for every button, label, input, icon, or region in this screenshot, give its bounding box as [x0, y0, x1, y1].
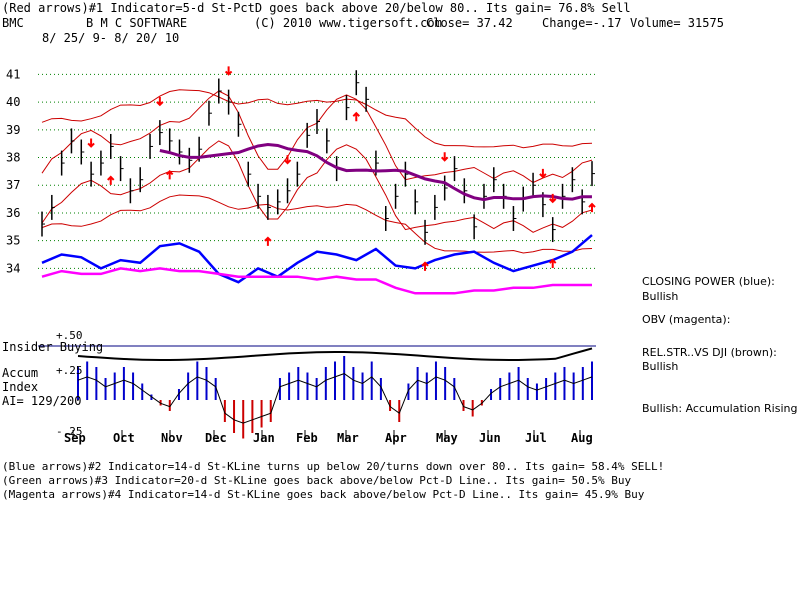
price-tick-labels: 41 40 39 38 37 36 35 34 [6, 67, 20, 275]
insider-buying-label: Insider Buying [2, 340, 104, 354]
rel-str-label: REL.STR..VS DJI (brown): [642, 346, 777, 359]
price-tick-37: 37 [6, 178, 20, 192]
red-down-arrow [539, 168, 547, 179]
red-up-arrow [107, 175, 115, 185]
red-up-arrow [588, 202, 596, 213]
month-label-oct: Oct [113, 431, 135, 445]
month-label-nov: Nov [161, 431, 183, 445]
copyright-site: (C) 2010 www.tigersoft.com [254, 16, 442, 30]
red-down-arrow [440, 152, 449, 162]
lower-band [41, 194, 593, 254]
upper-band [41, 89, 593, 149]
ticker: BMC [2, 16, 24, 30]
moving-average [159, 142, 592, 202]
closing-power-line [41, 234, 593, 284]
red-up-arrow [264, 236, 272, 246]
red-up-arrow [352, 111, 360, 122]
month-label-aug: Aug [571, 431, 593, 445]
plus25-label: +.25 [56, 364, 83, 377]
red-down-arrow [283, 155, 292, 165]
month-label-jun: Jun [479, 431, 501, 445]
red-down-arrow [156, 96, 164, 107]
obv-line [41, 267, 592, 295]
accum-ma-line [77, 373, 593, 424]
price-tick-35: 35 [6, 234, 20, 248]
red-up-arrow [549, 258, 557, 269]
rel-str-state: Bullish [642, 360, 679, 373]
red-down-arrow [549, 193, 557, 204]
accum-state: Bullish: Accumulation Rising [642, 402, 798, 415]
header-line: BMC B M C SOFTWARE (C) 2010 www.tigersof… [2, 16, 642, 30]
magenta-arrows-legend: (Magenta arrows)#4 Indicator=14-d St-KLi… [2, 488, 645, 501]
red-down-arrow [224, 66, 233, 76]
month-label-mar: Mar [337, 431, 359, 445]
red-down-arrow [87, 138, 95, 148]
ai-value: AI= 129/200 [2, 394, 82, 408]
red-arrows-legend: (Red arrows)#1 Indicator=5-d St-PctD goe… [2, 1, 631, 15]
volume-value: Volume= 31575 [630, 16, 724, 30]
month-label-jul: Jul [525, 431, 547, 445]
red-up-arrow [165, 169, 174, 180]
month-label-dec: Dec [205, 431, 227, 445]
close-value: Close= 37.42 [426, 16, 513, 30]
price-tick-36: 36 [6, 206, 20, 220]
signal-arrows [87, 66, 596, 271]
accum-label: Accum [2, 366, 39, 380]
obv-label: OBV (magenta): [642, 313, 731, 326]
inner-lower-band [41, 140, 593, 233]
price-tick-38: 38 [6, 151, 20, 165]
minus25-label: -.25 [56, 425, 83, 438]
price-tick-40: 40 [6, 95, 20, 109]
month-label-sep: Sep [64, 431, 86, 445]
change-value: Change=-.17 [542, 16, 622, 30]
accum-histogram [38, 345, 596, 439]
closing-power-state: Bullish [642, 290, 679, 303]
month-labels: Sep Oct Nov Dec Jan Feb Mar Apr May Jun Jul Aug [64, 430, 593, 445]
price-tick-34: 34 [6, 261, 20, 275]
red-up-arrow [421, 261, 429, 271]
indicator-lines [41, 142, 593, 295]
index-label: Index [2, 380, 39, 394]
closing-power-label: CLOSING POWER (blue): [642, 275, 775, 288]
date-range: 8/ 25/ 9- 8/ 20/ 10 [42, 31, 180, 45]
price-tick-39: 39 [6, 123, 20, 137]
month-label-feb: Feb [296, 431, 318, 445]
rel-str-line [77, 347, 593, 361]
plus50-label: +.50 [56, 329, 83, 342]
month-label-jan: Jan [253, 431, 275, 445]
price-bars [41, 70, 595, 245]
blue-arrows-legend: (Blue arrows)#2 Indicator=14-d St-KLine … [2, 460, 665, 473]
company-name: B M C SOFTWARE [86, 16, 188, 30]
green-arrows-legend: (Green arrows)#3 Indicator=20-d St-KLine… [2, 474, 632, 487]
month-label-apr: Apr [385, 431, 407, 445]
month-label-may: May [436, 431, 458, 445]
price-tick-41: 41 [6, 67, 20, 81]
